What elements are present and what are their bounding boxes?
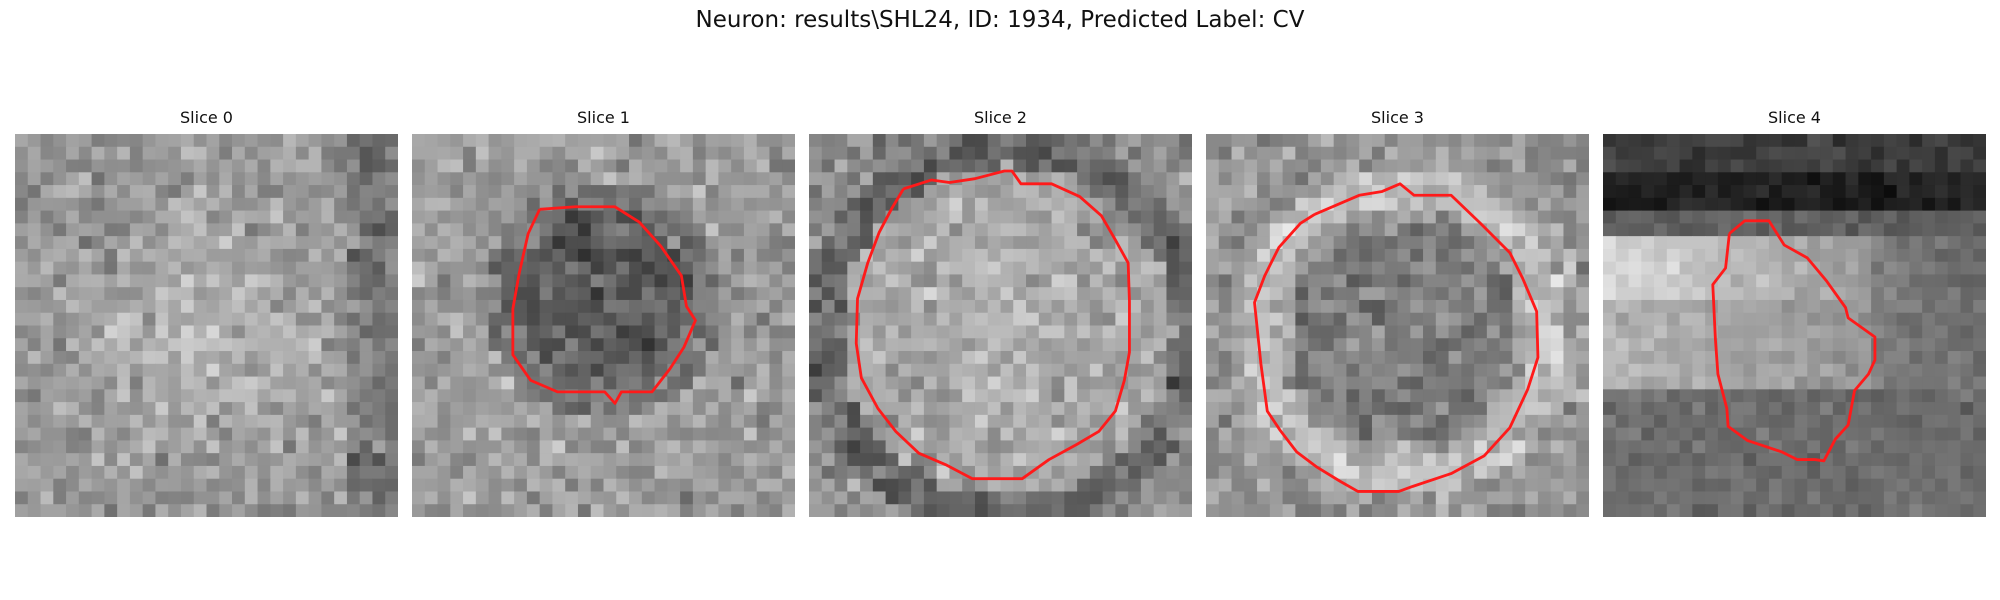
slice-panel-2: Slice 2 — [809, 108, 1192, 518]
slice-title-2: Slice 2 — [974, 108, 1027, 127]
slice-image-1 — [412, 134, 795, 517]
slice-title-4: Slice 4 — [1768, 108, 1821, 127]
neuron-contour-1 — [511, 205, 697, 405]
slice-title-3: Slice 3 — [1371, 108, 1424, 127]
slice-image-0 — [15, 134, 398, 517]
neuron-contour-3 — [1253, 182, 1540, 493]
slice-panel-0: Slice 0 — [15, 108, 398, 518]
slice-image-3 — [1206, 134, 1589, 517]
figure-title: Neuron: results\SHL24, ID: 1934, Predict… — [695, 7, 1305, 33]
slice-panel-4: Slice 4 — [1603, 108, 1986, 518]
slice-title-1: Slice 1 — [577, 108, 630, 127]
neuron-contour-4 — [1711, 219, 1877, 463]
slice-panel-3: Slice 3 — [1206, 108, 1589, 518]
slice-title-0: Slice 0 — [180, 108, 233, 127]
slice-panel-1: Slice 1 — [412, 108, 795, 518]
slice-image-2 — [809, 134, 1192, 517]
slice-image-4 — [1603, 134, 1986, 517]
neuron-contour-2 — [854, 169, 1131, 481]
